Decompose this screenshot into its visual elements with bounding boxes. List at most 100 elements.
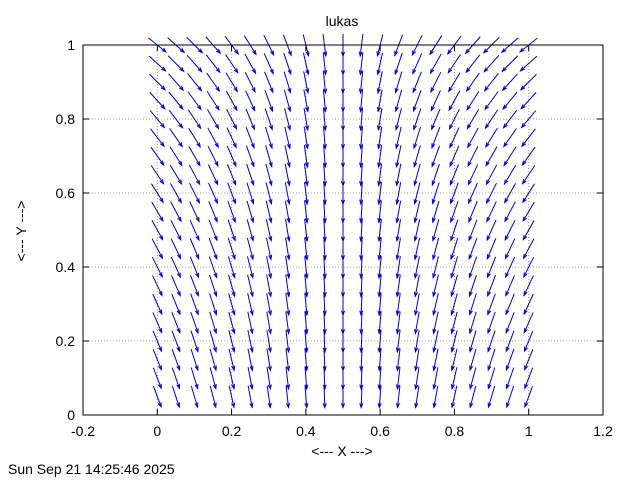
vector-arrow [170,238,182,260]
vector-arrow [413,126,422,150]
vector-arrow [264,108,273,131]
vector-arrow [152,312,163,334]
vector-arrow [395,219,402,243]
vector-arrow [413,145,421,168]
chart-title: lukas [326,13,359,29]
x-tick-label-1: 0 [153,423,161,439]
vector-arrow [501,73,518,92]
vector-arrow [170,201,182,223]
vector-arrow [522,238,535,260]
vector-arrow [431,145,441,168]
y-tick-label-1: 0.2 [56,333,76,349]
vector-arrow [189,219,200,242]
vector-arrow [467,145,479,168]
vector-arrow [504,201,516,223]
vector-arrow [225,90,238,112]
vector-arrow [413,200,421,224]
vector-arrow [205,54,221,74]
vector-arrow [521,165,536,185]
vector-arrow [246,182,255,205]
vector-arrow [503,164,517,186]
vector-arrow [377,329,382,354]
vector-arrow [285,237,291,261]
vector-arrow [450,182,459,205]
vector-arrow [322,311,327,335]
vector-arrow [245,90,256,112]
vector-arrow [228,385,236,409]
vector-arrow [209,385,217,409]
vector-arrow [395,274,401,298]
vector-arrow [449,127,460,149]
vector-arrow [485,164,498,186]
vector-arrow [450,311,458,335]
vector-arrow [266,256,273,280]
vector-arrow [523,330,534,353]
vector-arrow [170,256,181,279]
vector-arrow [284,145,291,169]
vector-arrow [502,109,518,129]
vector-arrow [284,126,291,150]
vector-arrow [505,293,515,316]
vector-arrow [208,201,218,224]
vector-arrow [395,145,402,169]
vector-arrow [171,385,180,409]
vector-arrow [395,330,401,354]
vector-arrow [467,164,479,186]
vector-arrow [448,72,461,93]
y-tick-labels: 0 0.2 0.4 0.6 0.8 1 [56,37,76,423]
vector-arrow [469,330,477,353]
vector-arrow [246,219,254,243]
vector-arrow [285,293,291,317]
vector-arrow [431,163,440,187]
vector-arrow [207,109,220,130]
vector-arrow [190,330,199,353]
vector-arrow [207,145,219,168]
vector-arrow [395,348,401,372]
vector-arrow [359,218,364,243]
vector-arrow [151,256,163,279]
vector-arrow [285,256,291,280]
vector-arrow [432,385,439,409]
vector-arrow [190,367,199,390]
x-tick-labels: -0.2 0 0.2 0.4 0.6 0.8 1 1.2 [71,423,613,439]
vector-arrow [227,237,236,261]
vector-arrow [266,330,272,354]
vector-arrow [227,182,236,205]
vector-arrow [521,128,536,148]
vector-arrow [450,330,458,354]
vector-arrow [152,275,163,297]
vector-arrow [247,367,254,391]
vector-arrow [186,54,203,73]
vector-arrow [190,275,199,298]
vector-arrow [284,200,291,224]
vector-arrow [304,329,309,354]
vector-arrow [377,163,383,187]
vector-arrow [190,293,199,316]
vector-arrow [151,220,164,241]
vector-arrow [283,71,292,94]
vector-arrow [522,220,535,241]
vector-arrow [246,163,255,187]
vector-arrow [502,91,518,111]
vector-arrow [171,293,181,316]
vector-arrow [150,146,165,167]
vector-arrow [265,182,273,206]
vector-arrow [450,385,458,409]
vector-arrow [432,348,439,372]
vector-arrow [167,55,185,73]
vector-arrow [322,144,327,169]
vector-arrow [524,349,534,372]
vector-arrow [303,182,309,206]
vector-arrow [265,237,273,261]
vector-arrow [171,367,181,390]
vector-arrow [359,237,364,261]
vector-arrow [322,200,327,224]
vector-arrow [450,293,458,317]
vector-arrow [395,163,402,187]
vector-arrow [377,385,382,409]
vector-arrow [247,348,254,372]
vector-arrow [247,293,254,317]
vector-arrow [430,71,442,94]
vector-arrow [414,385,420,409]
